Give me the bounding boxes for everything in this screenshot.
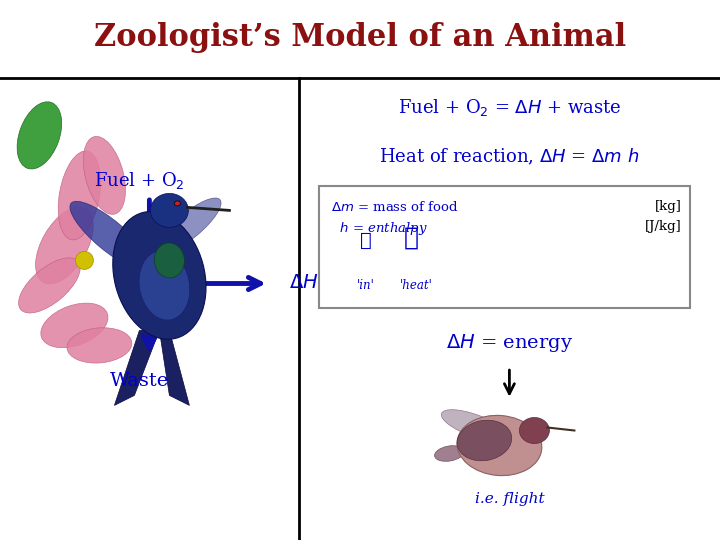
Text: ⎵: ⎵ bbox=[360, 231, 372, 250]
Ellipse shape bbox=[174, 201, 181, 206]
Text: Zoologist’s Model of an Animal: Zoologist’s Model of an Animal bbox=[94, 22, 626, 53]
Ellipse shape bbox=[58, 151, 101, 240]
Ellipse shape bbox=[150, 193, 189, 227]
Text: [J/kg]: [J/kg] bbox=[645, 220, 682, 233]
Text: $\Delta m$ = mass of food: $\Delta m$ = mass of food bbox=[330, 200, 459, 214]
Bar bbox=[319, 186, 690, 308]
Ellipse shape bbox=[457, 415, 542, 476]
Ellipse shape bbox=[441, 410, 508, 441]
Ellipse shape bbox=[113, 212, 206, 339]
Ellipse shape bbox=[84, 137, 125, 214]
Ellipse shape bbox=[154, 243, 184, 278]
Ellipse shape bbox=[41, 303, 108, 348]
Ellipse shape bbox=[457, 420, 512, 461]
Ellipse shape bbox=[139, 251, 190, 320]
Ellipse shape bbox=[35, 207, 93, 284]
Text: Fuel + O$_2$: Fuel + O$_2$ bbox=[94, 171, 185, 191]
Ellipse shape bbox=[519, 417, 549, 443]
Text: Heat of reaction, $\Delta H$ = $\Delta m$ $h$: Heat of reaction, $\Delta H$ = $\Delta m… bbox=[379, 146, 639, 167]
Polygon shape bbox=[114, 330, 189, 406]
Text: ⎵: ⎵ bbox=[403, 226, 418, 250]
Ellipse shape bbox=[70, 201, 149, 269]
Text: $h$ = enthalpy: $h$ = enthalpy bbox=[330, 220, 428, 237]
Ellipse shape bbox=[17, 102, 62, 169]
Text: Fuel + O$_2$ = $\Delta H$ + waste: Fuel + O$_2$ = $\Delta H$ + waste bbox=[397, 98, 621, 118]
Text: 'in': 'in' bbox=[357, 279, 374, 292]
Text: 'heat': 'heat' bbox=[400, 279, 432, 292]
Text: Waste: Waste bbox=[109, 372, 169, 390]
Ellipse shape bbox=[19, 258, 80, 313]
Text: $\Delta H$: $\Delta H$ bbox=[289, 274, 318, 293]
Text: $\Delta H$ = energy: $\Delta H$ = energy bbox=[446, 332, 573, 354]
Text: [kg]: [kg] bbox=[655, 200, 682, 213]
Ellipse shape bbox=[435, 446, 464, 461]
Ellipse shape bbox=[67, 328, 132, 363]
Ellipse shape bbox=[76, 252, 94, 269]
Ellipse shape bbox=[158, 198, 221, 253]
Text: i.e. flight: i.e. flight bbox=[474, 492, 544, 507]
